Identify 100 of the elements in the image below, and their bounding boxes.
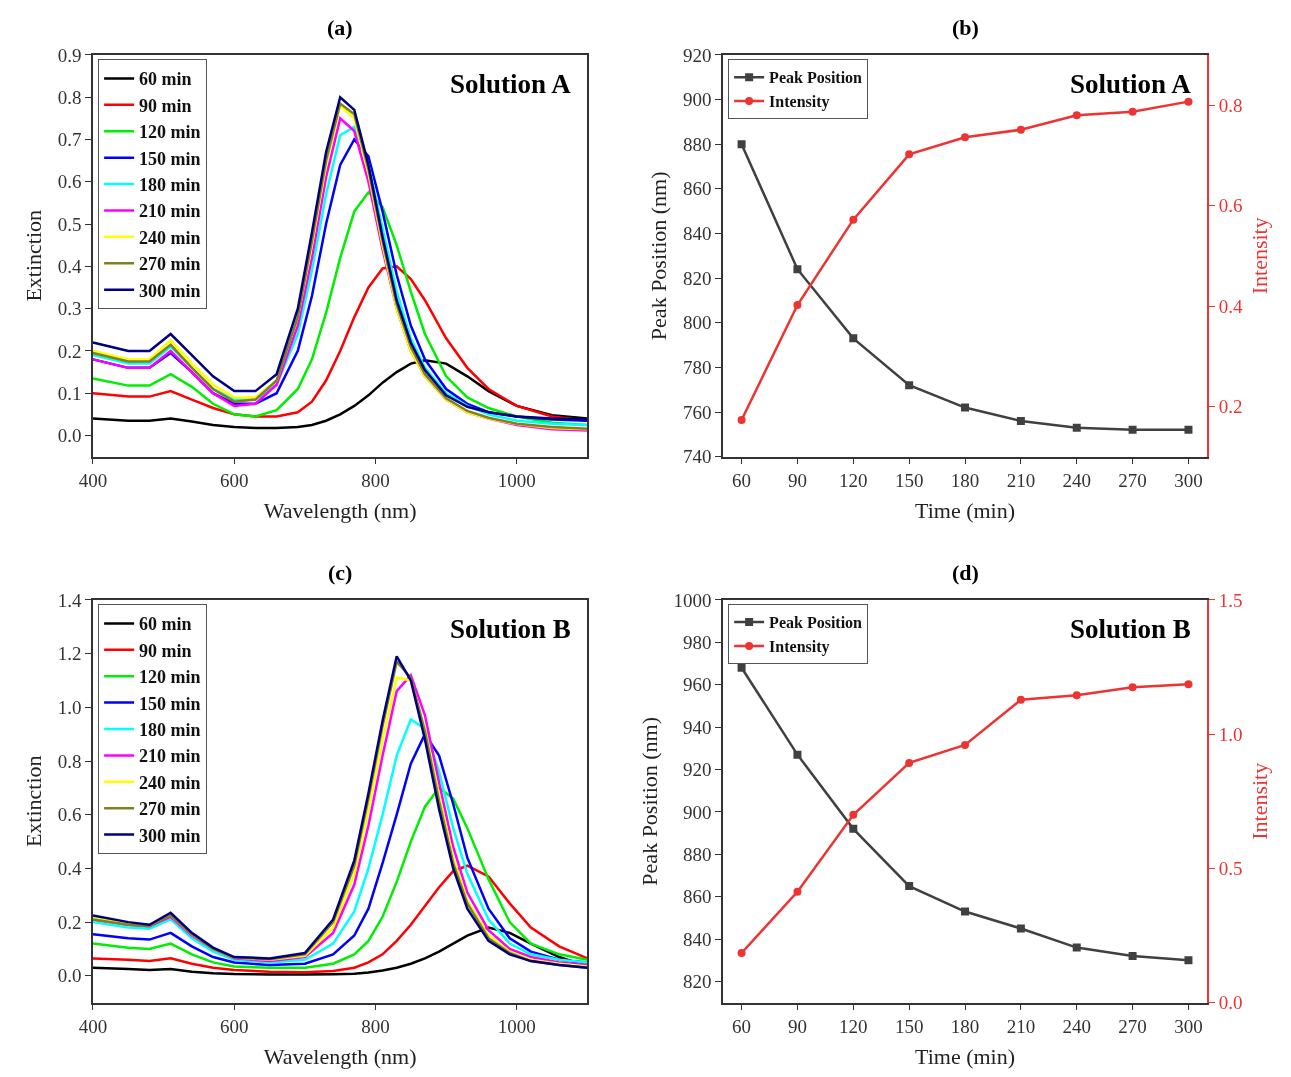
x-tick-label: 800 (361, 470, 390, 492)
y-tick-label: 1.0 (57, 696, 82, 718)
legend-label: 300 min (139, 825, 201, 846)
x-tick-label: 1000 (497, 1016, 536, 1038)
y2-tick-label: 0.2 (1218, 396, 1243, 418)
x-tick-label: 60 (732, 1016, 752, 1038)
x-tick-label: 270 (1118, 470, 1147, 492)
x-tick-label: 270 (1118, 1016, 1147, 1038)
y-tick-label: 900 (682, 801, 712, 823)
chart-title: (d) (952, 560, 979, 585)
y2-axis-title: Intensity (1246, 762, 1272, 840)
x-tick-label: 800 (361, 1016, 390, 1038)
y-tick-label: 960 (682, 674, 712, 696)
y-tick-label: 760 (682, 401, 712, 423)
legend-label: 300 min (139, 280, 201, 301)
y-tick-label: 0.4 (57, 858, 82, 880)
x-tick-label: 600 (219, 1016, 249, 1038)
y2-tick-label: 1.0 (1218, 723, 1243, 745)
y-axis-title: Extinction (20, 209, 46, 302)
legend-label: 150 min (139, 693, 201, 714)
x-tick-label: 240 (1062, 470, 1091, 492)
x-tick-label: 210 (1006, 1016, 1036, 1038)
y-tick-label: 0.0 (57, 965, 82, 987)
legend-label: 210 min (139, 746, 201, 767)
y-tick-label: 1.2 (57, 643, 82, 665)
y-tick-label: 1000 (673, 589, 712, 611)
x-tick-label: 300 (1174, 470, 1203, 492)
y-tick-label: 0.1 (57, 382, 82, 404)
legend-label: 60 min (139, 614, 192, 635)
y-tick-label: 920 (682, 44, 712, 66)
annotation: Solution A (1070, 69, 1192, 99)
x-axis-title: Time (min) (915, 1043, 1016, 1069)
y-tick-label: 0.8 (57, 86, 82, 108)
y-tick-label: 0.8 (57, 750, 82, 772)
y-tick-label: 940 (682, 716, 712, 738)
legend-label: 120 min (139, 667, 201, 688)
x-tick-label: 120 (839, 1016, 868, 1038)
y2-tick-label: 0.4 (1218, 295, 1243, 317)
y-tick-label: 1.4 (57, 589, 82, 611)
x-tick-label: 120 (839, 470, 868, 492)
x-tick-label: 1000 (497, 470, 536, 492)
y-tick-label: 900 (682, 89, 712, 111)
y-tick-label: 0.4 (57, 256, 82, 278)
y-tick-label: 740 (682, 446, 712, 468)
x-tick-label: 400 (78, 1016, 108, 1038)
y-tick-label: 800 (682, 312, 712, 334)
y-tick-label: 0.3 (57, 298, 82, 320)
annotation: Solution A (450, 69, 572, 99)
x-tick-label: 150 (894, 470, 924, 492)
y-tick-label: 0.5 (57, 213, 82, 235)
x-axis-title: Wavelength (nm) (263, 1043, 417, 1069)
legend-label: 240 min (139, 772, 201, 793)
x-tick-label: 150 (894, 1016, 924, 1038)
legend-label: Intensity (769, 93, 830, 112)
y-tick-label: 0.2 (57, 911, 82, 933)
y-tick-label: 0.0 (57, 425, 82, 447)
legend-label: Peak Position (769, 69, 863, 87)
x-tick-label: 60 (732, 470, 752, 492)
legend-label: 240 min (139, 227, 201, 248)
legend-label: 180 min (139, 175, 201, 196)
x-axis-title: Wavelength (nm) (263, 497, 417, 523)
x-axis-title: Time (min) (915, 497, 1016, 523)
annotation: Solution B (450, 614, 571, 644)
y2-tick-label: 0.6 (1218, 195, 1243, 217)
y2-tick-label: 0.5 (1218, 858, 1243, 880)
x-tick-label: 400 (78, 470, 108, 492)
y-tick-label: 0.6 (57, 804, 82, 826)
x-tick-label: 90 (787, 1016, 807, 1038)
legend-label: 60 min (139, 69, 192, 90)
legend-label: Intensity (769, 638, 830, 657)
legend-label: 150 min (139, 148, 201, 169)
legend-label: 270 min (139, 254, 201, 275)
x-tick-label: 600 (219, 470, 249, 492)
y-axis-title: Extinction (20, 755, 46, 848)
y2-tick-label: 0.8 (1218, 94, 1243, 116)
legend-label: 90 min (139, 640, 192, 661)
y-tick-label: 840 (682, 223, 712, 245)
x-tick-label: 180 (950, 470, 980, 492)
x-tick-label: 180 (950, 1016, 980, 1038)
chart-title: (c) (328, 560, 353, 585)
y-axis-title: Peak Position (nm) (636, 716, 662, 886)
legend-label: 270 min (139, 799, 201, 820)
legend-label: 90 min (139, 95, 192, 116)
x-tick-label: 210 (1006, 470, 1036, 492)
legend-label: 180 min (139, 720, 201, 741)
y-tick-label: 880 (682, 133, 712, 155)
y-tick-label: 860 (682, 886, 712, 908)
y2-tick-label: 0.0 (1218, 992, 1243, 1014)
x-tick-label: 300 (1174, 1016, 1203, 1038)
legend-label: Peak Position (769, 614, 863, 632)
y-axis-title: Peak Position (nm) (646, 171, 672, 341)
x-tick-label: 90 (787, 470, 807, 492)
y-tick-label: 0.2 (57, 340, 82, 362)
y-tick-label: 860 (682, 178, 712, 200)
y-tick-label: 780 (682, 357, 712, 379)
legend-label: 210 min (139, 201, 201, 222)
y-tick-label: 920 (682, 759, 712, 781)
annotation: Solution B (1070, 614, 1191, 644)
chart-title: (b) (952, 15, 979, 40)
y-tick-label: 820 (682, 267, 712, 289)
